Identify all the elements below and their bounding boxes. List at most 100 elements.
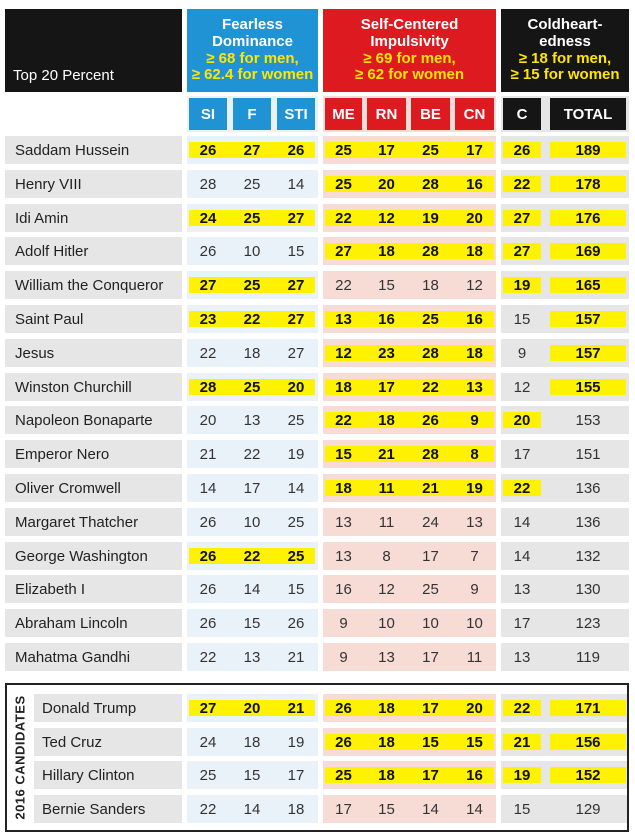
- row-group-background: [187, 508, 318, 536]
- score-c: 27: [513, 242, 531, 260]
- score-si: 23: [199, 310, 217, 328]
- score-rn: 8: [382, 547, 391, 565]
- row-name: Idi Amin: [5, 204, 182, 232]
- score-me: 22: [335, 276, 352, 294]
- score-cn: 17: [466, 141, 483, 159]
- row-group-background: [187, 761, 318, 789]
- score-me: 13: [335, 513, 352, 531]
- row-group-background: [323, 575, 496, 603]
- row-name: Saint Paul: [5, 305, 182, 333]
- score-sti: 15: [287, 242, 305, 260]
- highlight-bar: [503, 734, 541, 750]
- highlight-bar: [189, 379, 315, 395]
- score-c: 21: [513, 733, 531, 751]
- highlight-bar: [503, 210, 541, 226]
- score-total: 156: [575, 733, 601, 751]
- score-me: 25: [335, 141, 352, 159]
- score-rn: 18: [378, 411, 395, 429]
- score-c: 22: [513, 175, 531, 193]
- highlight-bar: [325, 176, 494, 192]
- score-f: 13: [243, 411, 261, 429]
- score-f: 10: [243, 513, 261, 531]
- row-group-background: [187, 406, 318, 434]
- highlight-bar: [550, 379, 626, 395]
- score-rn: 12: [378, 580, 395, 598]
- score-si: 28: [199, 378, 217, 396]
- score-c: 17: [513, 445, 531, 463]
- score-total: 152: [575, 766, 601, 784]
- highlight-bar: [550, 142, 626, 158]
- highlight-bar: [325, 345, 494, 361]
- highlight-bar: [325, 243, 494, 259]
- score-me: 26: [335, 699, 352, 717]
- highlight-bar: [189, 277, 315, 293]
- highlight-bar: [325, 446, 494, 462]
- score-c: 22: [513, 699, 531, 717]
- score-sti: 25: [287, 411, 305, 429]
- highlight-bar: [550, 311, 626, 327]
- highlight-bar: [325, 767, 494, 783]
- score-si: 14: [199, 479, 217, 497]
- score-sti: 25: [287, 547, 305, 565]
- score-cn: 14: [466, 800, 483, 818]
- highlight-bar: [550, 734, 626, 750]
- score-cn: 15: [466, 733, 483, 751]
- highlight-bar: [325, 210, 494, 226]
- score-sti: 26: [287, 141, 305, 159]
- coldheartedness-title: Coldheart-edness: [527, 15, 603, 50]
- score-be: 22: [422, 378, 439, 396]
- table-title: Top 20 Percent: [13, 67, 114, 85]
- score-f: 20: [243, 699, 261, 717]
- score-rn: 11: [378, 479, 395, 497]
- score-sti: 27: [287, 344, 305, 362]
- score-me: 26: [335, 733, 352, 751]
- column-header-sti: STI: [277, 98, 315, 130]
- score-sti: 19: [287, 445, 305, 463]
- candidates-label-box: 2016 CANDIDATES: [7, 686, 33, 829]
- score-me: 12: [335, 344, 352, 362]
- row-group-background: [323, 508, 496, 536]
- score-be: 28: [422, 445, 439, 463]
- score-c: 19: [513, 276, 531, 294]
- score-si: 26: [199, 242, 217, 260]
- row-group-background: [187, 237, 318, 265]
- score-cn: 16: [466, 310, 483, 328]
- score-be: 25: [422, 141, 439, 159]
- self-centered-impulsivity-title: Self-Centered Impulsivity: [360, 15, 459, 50]
- score-total: 136: [575, 513, 601, 531]
- row-group-background: [501, 508, 629, 536]
- score-total: 157: [575, 310, 601, 328]
- score-c: 27: [513, 209, 531, 227]
- self-centered-criteria-men: ≥ 69 for men,: [363, 49, 456, 67]
- fearless-dominance-criteria-women: ≥ 62.4 for women: [191, 66, 314, 84]
- column-header-c: C: [503, 98, 541, 130]
- score-rn: 12: [378, 209, 395, 227]
- score-f: 22: [243, 310, 261, 328]
- row-group-background: [323, 609, 496, 637]
- highlight-bar: [503, 176, 541, 192]
- score-f: 25: [243, 276, 261, 294]
- highlight-bar: [325, 700, 494, 716]
- fearless-dominance-title: Fearless Dominance: [212, 15, 293, 50]
- highlight-bar: [503, 412, 541, 428]
- score-si: 22: [199, 800, 217, 818]
- score-rn: 16: [378, 310, 395, 328]
- score-me: 22: [335, 209, 352, 227]
- row-group-background: [187, 609, 318, 637]
- row-group-background: [187, 474, 318, 502]
- score-me: 13: [335, 310, 352, 328]
- score-total: 136: [575, 479, 601, 497]
- score-si: 20: [199, 411, 217, 429]
- score-sti: 21: [287, 648, 305, 666]
- score-sti: 26: [287, 614, 305, 632]
- score-cn: 16: [466, 175, 483, 193]
- score-cn: 9: [470, 411, 479, 429]
- row-group-background: [323, 542, 496, 570]
- score-sti: 27: [287, 276, 305, 294]
- column-header-be: BE: [411, 98, 450, 130]
- score-f: 22: [243, 547, 261, 565]
- row-name: George Washington: [5, 542, 182, 570]
- score-me: 13: [335, 547, 352, 565]
- score-sti: 18: [287, 800, 305, 818]
- score-si: 26: [199, 614, 217, 632]
